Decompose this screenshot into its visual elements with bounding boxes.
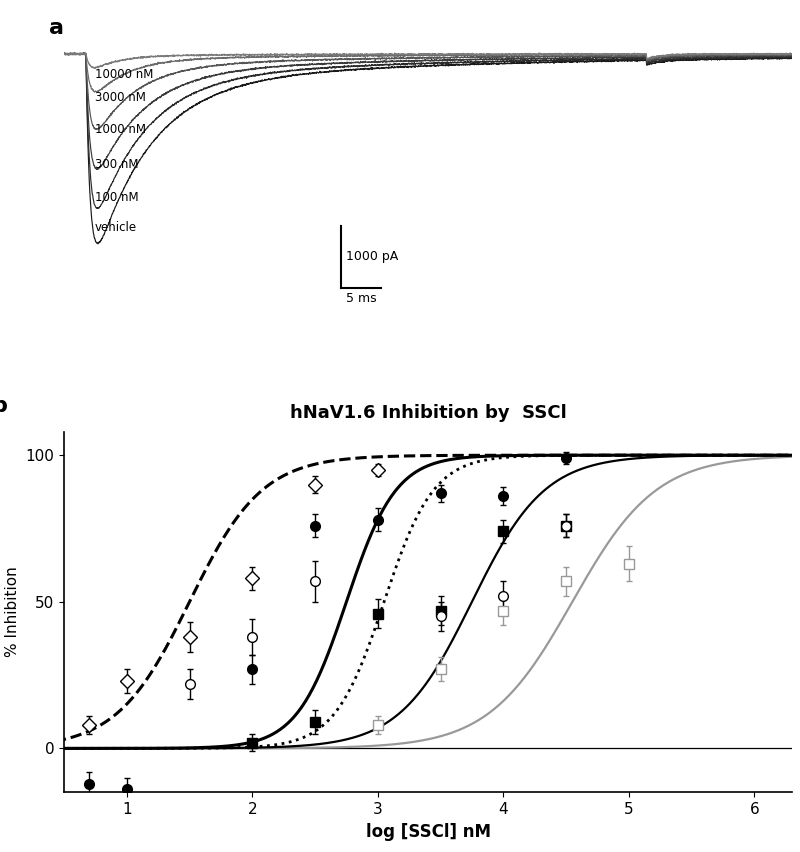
Text: vehicle: vehicle [94,221,137,233]
Text: a: a [50,18,65,38]
Text: 5 ms: 5 ms [346,292,376,306]
Text: 3000 nM: 3000 nM [94,90,146,104]
Text: 1000 pA: 1000 pA [346,250,398,263]
X-axis label: log [SSCl] nM: log [SSCl] nM [366,823,490,841]
Text: 10000 nM: 10000 nM [94,68,153,82]
Y-axis label: % Inhibition: % Inhibition [5,567,20,658]
Text: 1000 nM: 1000 nM [94,123,146,136]
Text: b: b [0,395,7,416]
Title: hNaV1.6 Inhibition by  SSCl: hNaV1.6 Inhibition by SSCl [290,404,566,422]
Text: 300 nM: 300 nM [94,158,138,171]
Text: 100 nM: 100 nM [94,191,138,204]
